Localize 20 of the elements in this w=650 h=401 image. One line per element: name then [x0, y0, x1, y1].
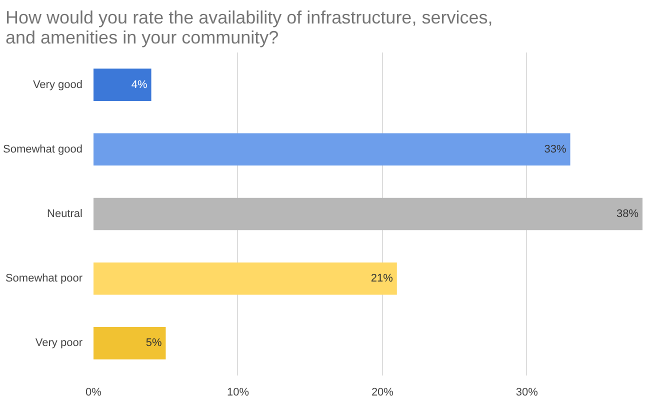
bar	[94, 133, 570, 166]
data-label: 21%	[370, 272, 394, 285]
bar	[94, 262, 397, 295]
bar	[94, 198, 642, 230]
chart-title: How would you rate the availability of infrastructure, services, and amenities in your community?	[6, 8, 493, 48]
y-tick-label: Neutral	[47, 208, 83, 220]
bar	[94, 327, 166, 360]
x-tick-label: 20%	[371, 386, 394, 398]
bar	[94, 68, 152, 101]
y-tick-label: Very good	[32, 78, 83, 91]
data-label: 33%	[544, 143, 566, 156]
y-tick-label: Somewhat good	[3, 143, 82, 156]
x-tick-label: 30%	[516, 386, 538, 398]
data-label: 4%	[131, 78, 148, 91]
y-tick-label: Somewhat poor	[5, 272, 83, 285]
data-label: 38%	[616, 208, 639, 220]
y-tick-label: Very poor	[35, 337, 83, 350]
x-tick-label: 0%	[86, 386, 102, 398]
x-tick-label: 10%	[226, 386, 250, 398]
data-label: 5%	[146, 337, 162, 350]
